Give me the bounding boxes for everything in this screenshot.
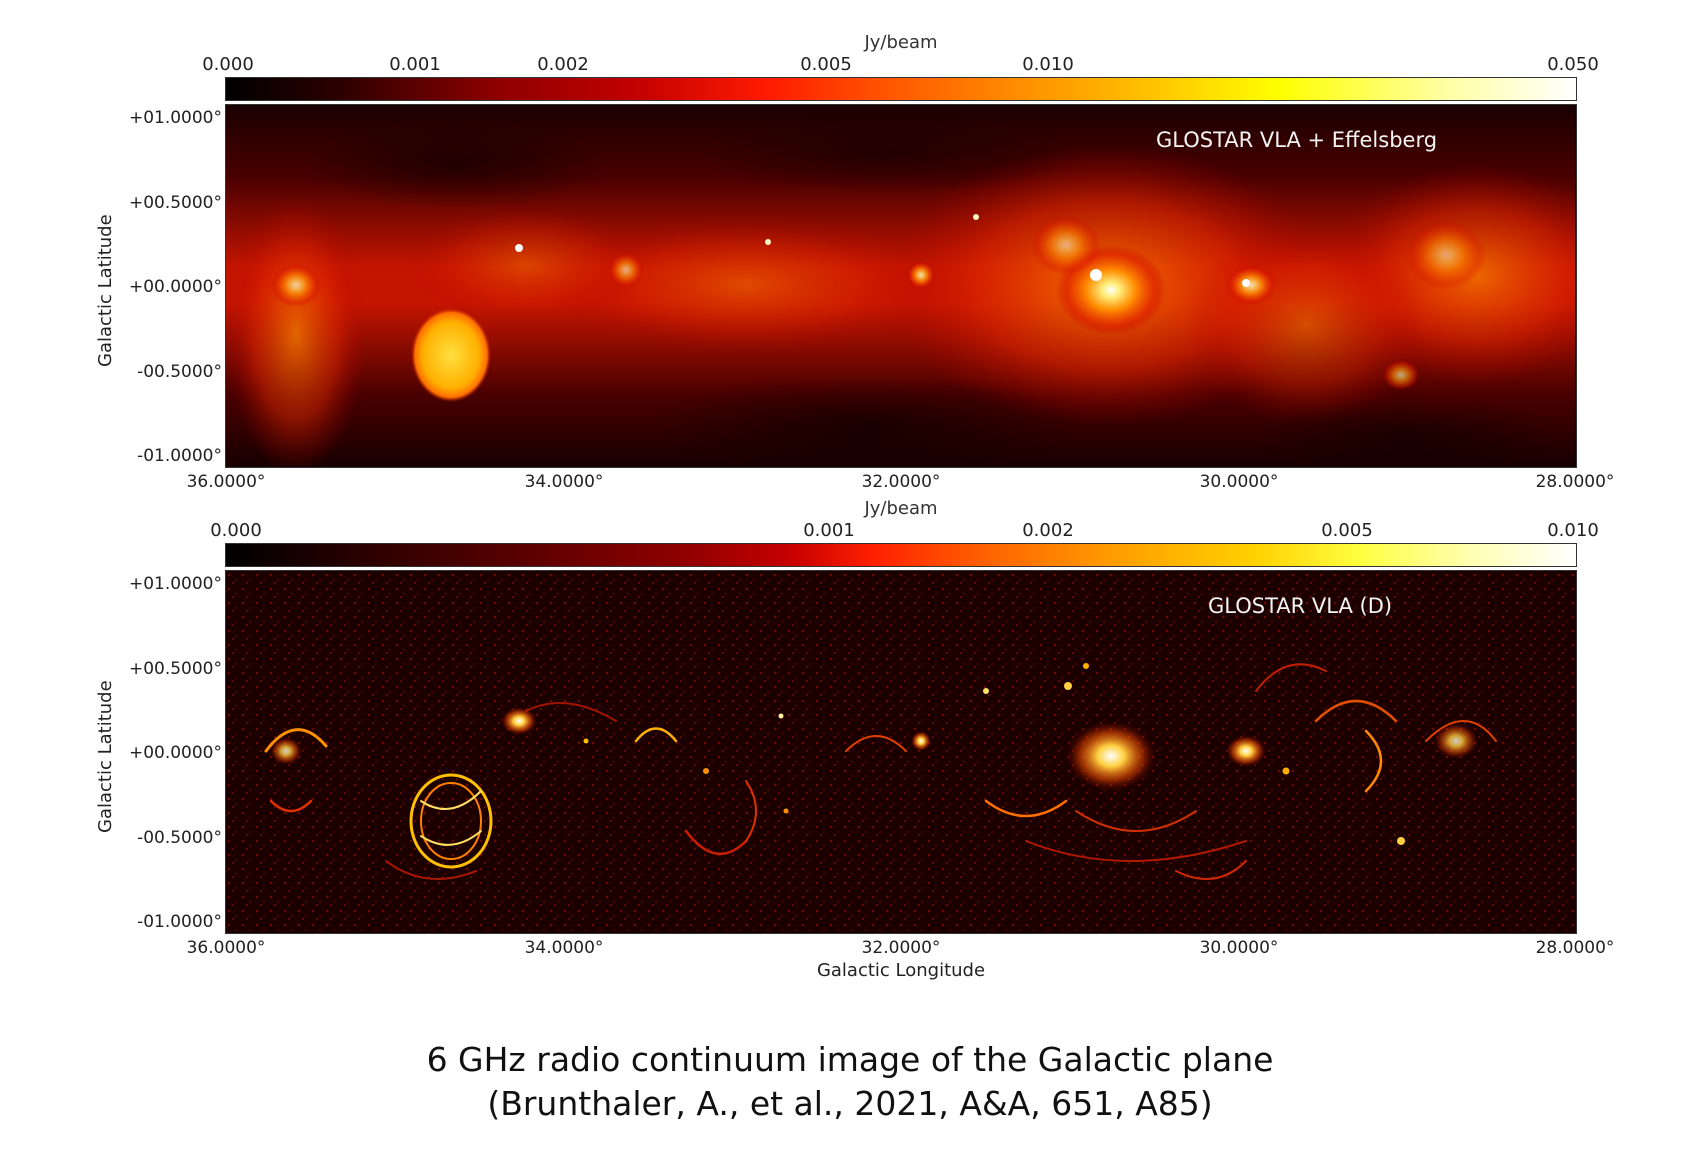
figure-caption: 6 GHz radio continuum image of the Galac… bbox=[0, 1038, 1700, 1126]
top-colorbar-tick: 0.005 bbox=[800, 54, 852, 75]
bottom-panel-label: GLOSTAR VLA (D) bbox=[1208, 594, 1393, 618]
bottom-colorbar-tick: 0.001 bbox=[803, 520, 855, 541]
top-colorbar bbox=[225, 77, 1577, 101]
bottom-xtick: 36.0000° bbox=[186, 938, 266, 958]
bottom-xtick: 32.0000° bbox=[861, 938, 941, 958]
bottom-colorbar-tick: 0.000 bbox=[210, 520, 262, 541]
top-xtick: 30.0000° bbox=[1199, 472, 1279, 492]
top-xtick: 34.0000° bbox=[524, 472, 604, 492]
top-colorbar-tick: 0.000 bbox=[202, 54, 254, 75]
bottom-colorbar-tick: 0.010 bbox=[1547, 520, 1599, 541]
bottom-colorbar-tick: 0.005 bbox=[1321, 520, 1373, 541]
bottom-ytick: +00.5000° bbox=[128, 659, 222, 679]
top-xtick: 28.0000° bbox=[1535, 472, 1615, 492]
top-radio-image-art bbox=[226, 105, 1575, 466]
top-ylabel: Galactic Latitude bbox=[95, 214, 116, 367]
bottom-ytick: -00.5000° bbox=[137, 828, 222, 848]
top-colorbar-tick: 0.001 bbox=[389, 54, 441, 75]
top-colorbar-unit: Jy/beam bbox=[864, 32, 938, 53]
bottom-colorbar-tick: 0.002 bbox=[1022, 520, 1074, 541]
bottom-ytick: +00.0000° bbox=[128, 743, 222, 763]
bottom-ytick: -01.0000° bbox=[137, 912, 222, 932]
top-ytick: +01.0000° bbox=[128, 108, 222, 128]
bottom-xlabel: Galactic Longitude bbox=[816, 960, 986, 981]
bottom-radio-image-art bbox=[226, 571, 1575, 932]
bottom-xtick: 30.0000° bbox=[1199, 938, 1279, 958]
caption-line-1: 6 GHz radio continuum image of the Galac… bbox=[426, 1040, 1274, 1079]
top-colorbar-tick: 0.002 bbox=[537, 54, 589, 75]
top-radio-image bbox=[225, 104, 1577, 468]
bottom-radio-image bbox=[225, 570, 1577, 934]
bottom-xtick: 34.0000° bbox=[524, 938, 604, 958]
top-ytick: -01.0000° bbox=[137, 446, 222, 466]
top-ytick: +00.0000° bbox=[128, 277, 222, 297]
bottom-ylabel: Galactic Latitude bbox=[95, 680, 116, 833]
top-xtick: 32.0000° bbox=[861, 472, 941, 492]
top-colorbar-tick: 0.050 bbox=[1547, 54, 1599, 75]
top-xtick: 36.0000° bbox=[186, 472, 266, 492]
top-ytick: -00.5000° bbox=[137, 362, 222, 382]
bottom-ytick: +01.0000° bbox=[128, 574, 222, 594]
top-ytick: +00.5000° bbox=[128, 193, 222, 213]
bottom-colorbar-unit: Jy/beam bbox=[864, 498, 938, 519]
top-colorbar-tick: 0.010 bbox=[1022, 54, 1074, 75]
bottom-xtick: 28.0000° bbox=[1535, 938, 1615, 958]
bottom-colorbar bbox=[225, 543, 1577, 567]
top-panel-label: GLOSTAR VLA + Effelsberg bbox=[1156, 128, 1438, 152]
caption-line-2: (Brunthaler, A., et al., 2021, A&A, 651,… bbox=[487, 1084, 1213, 1123]
